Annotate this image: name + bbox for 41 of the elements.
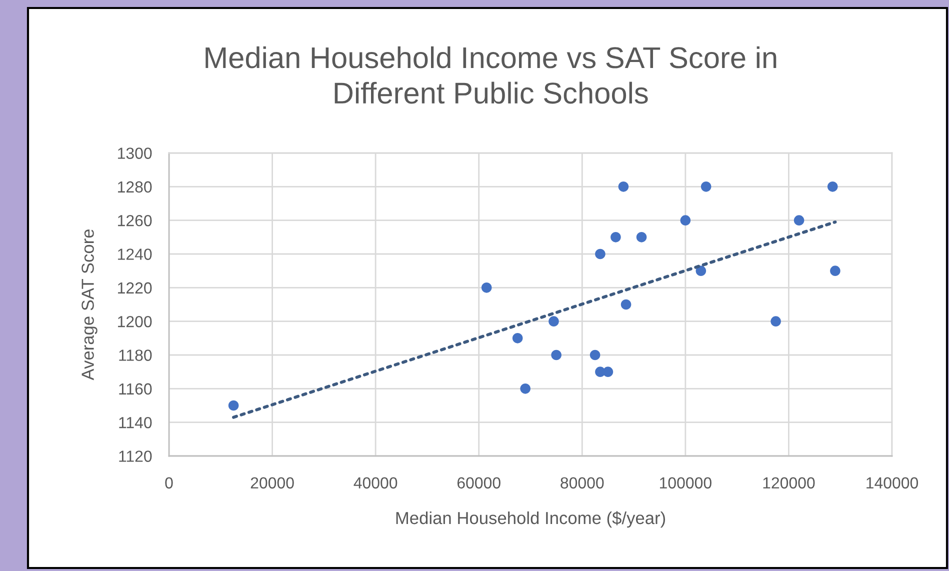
x-tick-label: 60000 bbox=[457, 477, 500, 489]
point bbox=[830, 266, 840, 276]
y-axis-title: Average SAT Score bbox=[82, 230, 98, 380]
y-tick-label: 1260 bbox=[118, 214, 152, 226]
y-tick-label: 1180 bbox=[119, 350, 152, 361]
point bbox=[551, 350, 562, 360]
point bbox=[794, 215, 804, 226]
chart-title: Median Household Income vs SAT Score in Different Public Schools bbox=[206, 46, 776, 104]
point bbox=[680, 215, 691, 226]
y-tick-label: 1240 bbox=[118, 248, 152, 260]
x-tick-label: 40000 bbox=[354, 477, 398, 489]
x-tick-label: 140000 bbox=[866, 477, 918, 489]
point bbox=[636, 232, 647, 242]
x-tick-label: 20000 bbox=[250, 477, 294, 489]
point bbox=[512, 333, 523, 344]
x-tick-label: 100000 bbox=[660, 477, 712, 489]
y-tick-label: 1220 bbox=[118, 282, 152, 294]
y-tick-label: 1120 bbox=[119, 450, 152, 462]
point bbox=[595, 248, 606, 260]
x-axis-title: Median Household Income ($/year) bbox=[396, 511, 666, 528]
point bbox=[590, 350, 600, 360]
y-tick-label: 1160 bbox=[119, 383, 152, 395]
point bbox=[696, 266, 706, 276]
point bbox=[481, 282, 492, 293]
x-tick-label: 120000 bbox=[763, 477, 815, 489]
x-tick-label: 80000 bbox=[560, 477, 604, 489]
y-tick-label: 1200 bbox=[118, 316, 152, 328]
y-tick-label: 1300 bbox=[118, 148, 152, 159]
point bbox=[228, 400, 239, 411]
point bbox=[610, 232, 621, 242]
point bbox=[618, 182, 629, 192]
point bbox=[770, 316, 781, 326]
point bbox=[520, 384, 530, 394]
point bbox=[602, 366, 614, 377]
point bbox=[700, 182, 712, 192]
x-tick-label: 0 bbox=[165, 477, 173, 489]
point bbox=[827, 182, 838, 192]
point bbox=[620, 299, 632, 310]
point bbox=[548, 316, 559, 326]
y-tick-label: 1140 bbox=[119, 416, 152, 428]
y-tick-label: 1280 bbox=[118, 181, 152, 193]
